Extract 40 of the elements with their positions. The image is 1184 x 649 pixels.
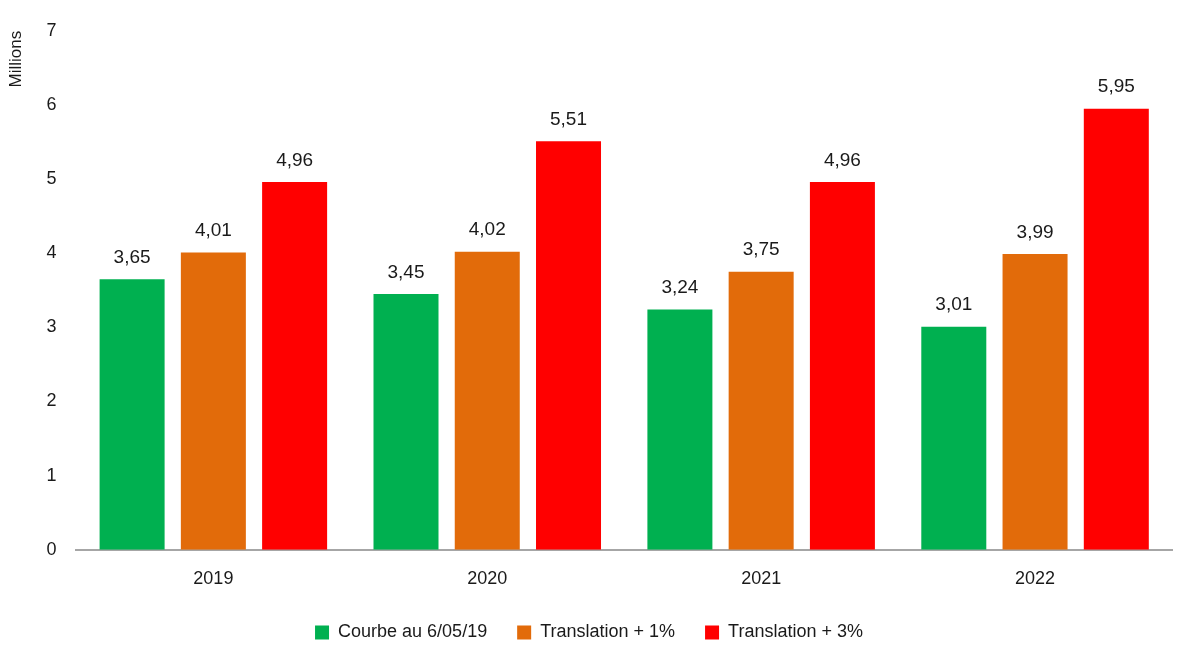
x-tick-label: 2021	[741, 567, 782, 588]
legend-label: Translation + 1%	[540, 621, 676, 642]
data-label: 3,24	[661, 276, 699, 298]
y-tick-label: 3	[46, 316, 57, 337]
legend-label: Courbe au 6/05/19	[338, 621, 488, 642]
legend-label: Translation + 3%	[728, 621, 863, 642]
data-label: 4,01	[194, 219, 232, 241]
bar	[373, 294, 439, 550]
bar	[180, 252, 246, 550]
data-label: 4,96	[823, 148, 861, 170]
bar	[262, 182, 328, 550]
bar	[1002, 253, 1068, 550]
data-label: 3,75	[742, 238, 780, 260]
x-tick-label: 2022	[1015, 567, 1056, 588]
data-label: 3,45	[387, 260, 425, 282]
data-label: 5,95	[1097, 75, 1135, 97]
y-tick-label: 1	[46, 464, 57, 485]
y-tick-label: 6	[46, 93, 57, 114]
bar	[536, 141, 602, 550]
y-tick-label: 7	[46, 19, 57, 40]
data-label: 3,01	[935, 293, 973, 315]
data-label: 3,65	[113, 245, 151, 267]
bar	[454, 251, 520, 550]
bar	[99, 279, 165, 550]
bar	[921, 326, 987, 550]
x-tick-label: 2020	[467, 567, 508, 588]
y-tick-label: 4	[46, 242, 57, 263]
y-tick-label: 2	[46, 390, 57, 411]
y-tick-label: 5	[46, 168, 57, 189]
bar	[647, 309, 713, 550]
data-label: 5,51	[550, 108, 588, 130]
x-tick-label: 2019	[193, 567, 234, 588]
bar	[1083, 108, 1149, 550]
data-label: 3,99	[1016, 220, 1054, 242]
bar	[809, 182, 875, 550]
y-axis-title: Millions	[5, 30, 25, 88]
data-label: 4,96	[276, 148, 314, 170]
y-tick-label: 0	[46, 538, 57, 559]
bar	[728, 271, 794, 550]
data-label: 4,02	[468, 218, 506, 240]
